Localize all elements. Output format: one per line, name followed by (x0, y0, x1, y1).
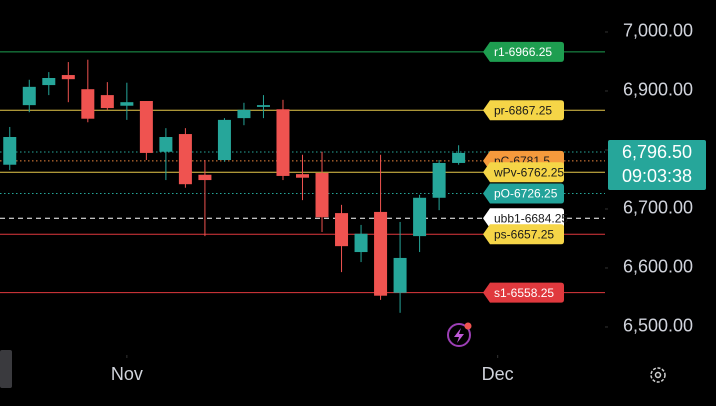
side-panel-handle[interactable] (0, 350, 12, 388)
candle-body (42, 77, 56, 86)
x-tick-label: Dec (482, 364, 514, 384)
level-label-box (483, 100, 564, 121)
candle-body (100, 95, 114, 109)
level-label: ps-6657.25 (483, 224, 564, 245)
candle-body (354, 233, 368, 253)
candle-body (178, 134, 192, 185)
level-label: s1-6558.25 (483, 282, 564, 303)
level-label-box (483, 224, 564, 245)
level-label-text: wPv-6762.25 (493, 165, 564, 179)
candle-body (198, 174, 212, 181)
candle-body (374, 211, 388, 296)
level-label-box (483, 282, 564, 303)
candle-body (296, 174, 309, 178)
candle-body (81, 89, 95, 119)
candle-body (276, 109, 290, 176)
settings-icon[interactable] (650, 367, 666, 383)
candle-body (61, 75, 75, 80)
candle-body (3, 136, 17, 165)
level-label-box (483, 162, 564, 183)
level-label-text: s1-6558.25 (494, 286, 554, 300)
x-tick-label: Nov (111, 364, 143, 384)
candle-body (413, 197, 427, 237)
level-label-box (483, 41, 564, 62)
level-label: wPv-6762.25 (483, 162, 564, 183)
level-label-box (483, 183, 564, 204)
level-label-text: pr-6867.25 (494, 103, 552, 117)
gear-outer (650, 367, 666, 383)
level-label: pO-6726.25 (483, 183, 564, 204)
candle-body (159, 136, 173, 152)
level-label-text: ps-6657.25 (494, 227, 554, 241)
y-tick-label: 6,700.00 (623, 198, 693, 218)
candle-body (432, 162, 446, 198)
y-tick-label: 6,900.00 (623, 80, 693, 100)
candle-body (256, 105, 270, 107)
candle-body (120, 102, 134, 106)
level-label: pr-6867.25 (483, 100, 564, 121)
last-price-label: 6,796.50 (622, 142, 692, 162)
alert-ring (447, 323, 471, 347)
candle-body (335, 213, 349, 247)
candle-body (237, 109, 251, 119)
level-label-text: r1-6966.25 (494, 45, 552, 59)
alert-dot (464, 322, 472, 330)
candle-body (452, 152, 466, 163)
candle-body (217, 119, 231, 161)
last-price-countdown: 09:03:38 (622, 166, 692, 186)
candle-body (393, 257, 407, 293)
level-label: ubb1-6684.25 (483, 208, 568, 229)
level-label: r1-6966.25 (483, 41, 564, 62)
alert-icon[interactable] (447, 322, 472, 347)
alert-bolt (454, 328, 464, 343)
last-price-box (608, 140, 706, 191)
level-label-text: pO-6726.25 (494, 187, 558, 201)
level-label-box (483, 208, 564, 229)
y-tick-label: 6,500.00 (623, 316, 693, 336)
candle-body (315, 172, 329, 218)
candle-body (22, 86, 36, 106)
level-label-text: ubb1-6684.25 (494, 211, 568, 225)
y-tick-label: 6,600.00 (623, 257, 693, 277)
candle-body (139, 101, 153, 153)
y-tick-label: 7,000.00 (623, 21, 693, 41)
gear-inner (654, 371, 662, 379)
